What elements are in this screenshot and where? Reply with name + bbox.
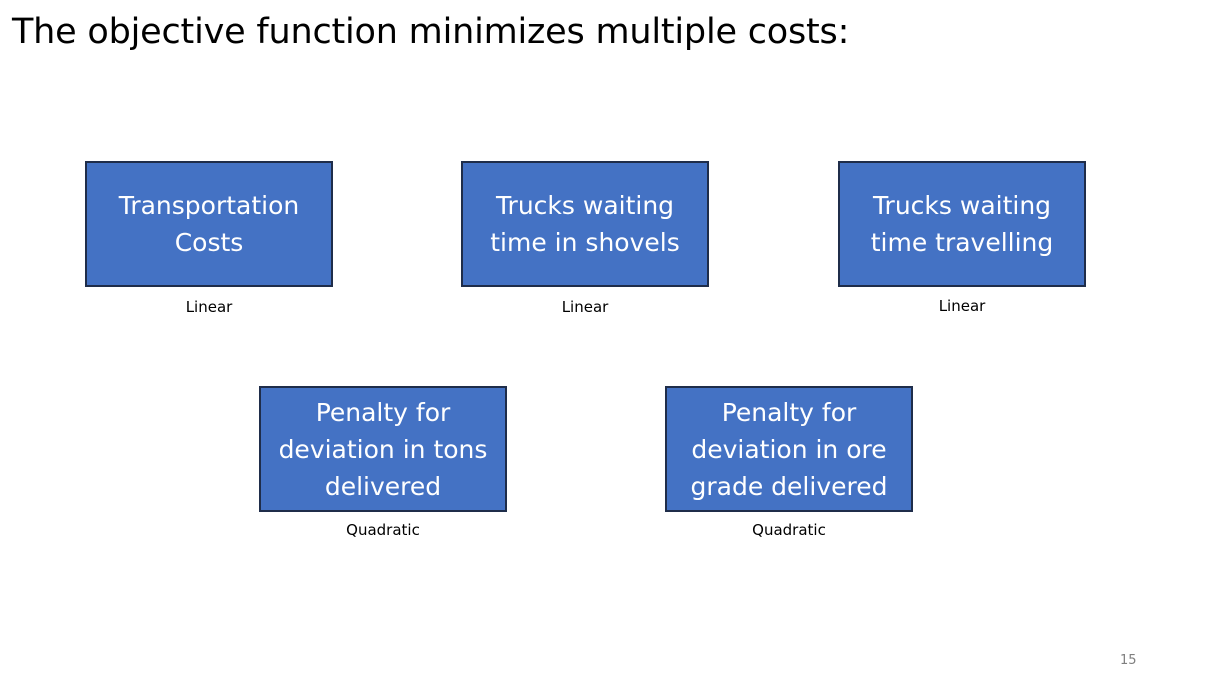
cost-type-waiting-shovels: Linear (561, 298, 609, 316)
cost-type-penalty-ore-grade: Quadratic (752, 521, 826, 539)
cost-box-waiting-travelling: Trucks waiting time travelling (838, 161, 1086, 287)
cost-box-penalty-tons: Penalty for deviation in tons delivered (259, 386, 507, 512)
cost-type-waiting-travelling: Linear (938, 297, 986, 315)
cost-type-penalty-tons: Quadratic (346, 521, 420, 539)
cost-type-transportation: Linear (185, 298, 233, 316)
slide-title: The objective function minimizes multipl… (12, 12, 850, 52)
cost-box-waiting-shovels: Trucks waiting time in shovels (461, 161, 709, 287)
cost-box-penalty-ore-grade: Penalty for deviation in ore grade deliv… (665, 386, 913, 512)
page-number: 15 (1120, 653, 1137, 668)
cost-box-transportation: Transportation Costs (85, 161, 333, 287)
